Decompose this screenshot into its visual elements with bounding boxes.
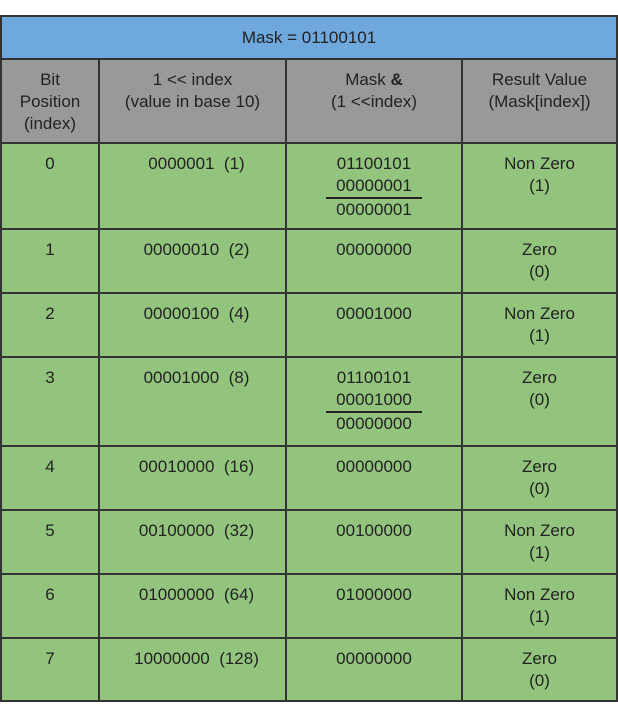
header-mask-and: Mask & (1 <<index) [285, 58, 463, 144]
shift-value: 01000000 (64) [138, 585, 255, 604]
result-cell: Zero (0) [461, 228, 618, 294]
header-shift: 1 << index (value in base 10) [98, 58, 287, 144]
bit-index-cell: 1 [0, 228, 100, 294]
shift-cell: 10000000 (128) [98, 637, 287, 702]
mask-bit-table: Mask = 01100101 Bit Position (index) 1 <… [0, 15, 618, 702]
header-mask-and-pre: Mask [345, 70, 391, 89]
and-result: 00000000 [336, 414, 412, 433]
table-row: 7 10000000 (128) 00000000 Zero (0) [0, 637, 618, 702]
shift-value: 00000100 (4) [143, 304, 250, 323]
and-cell: 01100101 00001000 00000000 [285, 356, 463, 447]
shift-cell: 00001000 (8) [98, 356, 287, 447]
bit-index-cell: 5 [0, 509, 100, 575]
table-row: 0 0000001 (1) 01100101 00000001 00000001… [0, 142, 618, 230]
result-label: Zero [522, 368, 557, 387]
shift-value: 00000010 (2) [143, 240, 250, 259]
result-label: Non Zero [504, 585, 575, 604]
table-row: 3 00001000 (8) 01100101 00001000 0000000… [0, 356, 618, 447]
result-value: (1) [529, 543, 550, 562]
and-calculation: 01100101 00000001 00000001 [326, 153, 422, 221]
and-result: 00000001 [336, 200, 412, 219]
result-cell: Zero (0) [461, 356, 618, 447]
result-label: Zero [522, 457, 557, 476]
bit-index-cell: 4 [0, 445, 100, 511]
bit-index-cell: 2 [0, 292, 100, 358]
and-result: 00000000 [285, 445, 463, 511]
and-result: 00000000 [285, 228, 463, 294]
result-value: (0) [529, 671, 550, 690]
and-result: 00001000 [285, 292, 463, 358]
bit-index-cell: 0 [0, 142, 100, 230]
and-operand-mask: 01100101 [336, 368, 412, 387]
header-bit-position-line3: (index) [24, 114, 76, 133]
and-operand-shift: 00000001 [326, 175, 422, 199]
and-result: 00000000 [285, 637, 463, 702]
and-operand-mask: 01100101 [336, 154, 412, 173]
and-result: 00100000 [285, 509, 463, 575]
table-row: 4 00010000 (16) 00000000 Zero (0) [0, 445, 618, 511]
result-value: (1) [529, 326, 550, 345]
shift-cell: 01000000 (64) [98, 573, 287, 639]
table-title: Mask = 01100101 [0, 15, 618, 60]
shift-cell: 00000100 (4) [98, 292, 287, 358]
table-row: 6 01000000 (64) 01000000 Non Zero (1) [0, 573, 618, 639]
table-row: 5 00100000 (32) 00100000 Non Zero (1) [0, 509, 618, 575]
result-value: (0) [529, 262, 550, 281]
result-label: Zero [522, 240, 557, 259]
header-row: Bit Position (index) 1 << index (value i… [0, 58, 618, 144]
and-calculation: 01100101 00001000 00000000 [326, 367, 422, 435]
header-mask-and-line2: (1 <<index) [331, 92, 417, 111]
header-shift-line2: (value in base 10) [124, 92, 261, 111]
bit-index-cell: 7 [0, 637, 100, 702]
result-label: Non Zero [504, 304, 575, 323]
shift-value: 00010000 (16) [138, 457, 255, 476]
bit-index-cell: 6 [0, 573, 100, 639]
and-operand-shift: 00001000 [326, 389, 422, 413]
shift-value: 0000001 (1) [148, 154, 245, 173]
shift-cell: 0000001 (1) [98, 142, 287, 230]
result-cell: Zero (0) [461, 445, 618, 511]
header-result-line1: Result Value [491, 70, 588, 89]
table-row: 2 00000100 (4) 00001000 Non Zero (1) [0, 292, 618, 358]
table-row: 1 00000010 (2) 00000000 Zero (0) [0, 228, 618, 294]
result-cell: Non Zero (1) [461, 573, 618, 639]
shift-cell: 00010000 (16) [98, 445, 287, 511]
header-result-line2: (Mask[index]) [488, 92, 591, 111]
result-value: (1) [529, 176, 550, 195]
header-bit-position-line2: Position [19, 92, 81, 111]
result-cell: Non Zero (1) [461, 142, 618, 230]
and-cell: 01100101 00000001 00000001 [285, 142, 463, 230]
shift-cell: 00100000 (32) [98, 509, 287, 575]
result-cell: Non Zero (1) [461, 292, 618, 358]
shift-value: 00001000 (8) [143, 368, 250, 387]
shift-value: 00100000 (32) [138, 521, 255, 540]
header-result: Result Value (Mask[index]) [461, 58, 618, 144]
result-value: (0) [529, 390, 550, 409]
header-and-operator: & [390, 70, 403, 89]
header-shift-line1: 1 << index [152, 70, 233, 89]
header-bit-position-line1: Bit [40, 70, 60, 89]
and-result: 01000000 [285, 573, 463, 639]
result-value: (1) [529, 607, 550, 626]
result-cell: Zero (0) [461, 637, 618, 702]
result-value: (0) [529, 479, 550, 498]
result-label: Non Zero [504, 154, 575, 173]
header-bit-position: Bit Position (index) [0, 58, 100, 144]
bit-index-cell: 3 [0, 356, 100, 447]
result-label: Zero [522, 649, 557, 668]
shift-value: 10000000 (128) [134, 649, 259, 668]
result-cell: Non Zero (1) [461, 509, 618, 575]
result-label: Non Zero [504, 521, 575, 540]
shift-cell: 00000010 (2) [98, 228, 287, 294]
